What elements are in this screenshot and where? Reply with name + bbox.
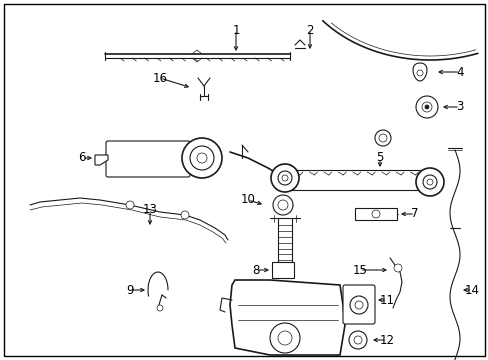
Text: 8: 8: [252, 264, 259, 276]
Text: 1: 1: [232, 23, 239, 36]
Text: 9: 9: [126, 284, 134, 297]
Circle shape: [126, 201, 134, 209]
Text: 7: 7: [410, 207, 418, 220]
Circle shape: [393, 264, 401, 272]
Text: 5: 5: [376, 152, 383, 165]
Circle shape: [374, 130, 390, 146]
Circle shape: [348, 331, 366, 349]
Circle shape: [415, 96, 437, 118]
Text: 6: 6: [78, 152, 85, 165]
Circle shape: [157, 305, 163, 311]
Text: 11: 11: [379, 293, 394, 306]
Text: 4: 4: [455, 66, 463, 78]
Circle shape: [197, 153, 206, 163]
Circle shape: [182, 138, 222, 178]
Bar: [271, 262, 293, 278]
FancyBboxPatch shape: [106, 141, 190, 177]
Polygon shape: [229, 280, 345, 355]
Circle shape: [270, 164, 298, 192]
Text: 12: 12: [379, 333, 394, 346]
Circle shape: [354, 301, 362, 309]
Text: 10: 10: [240, 193, 255, 207]
Circle shape: [181, 211, 189, 219]
Bar: [354, 208, 396, 220]
Bar: [285, 170, 434, 190]
Circle shape: [272, 195, 292, 215]
FancyBboxPatch shape: [342, 285, 374, 324]
Text: 16: 16: [152, 72, 167, 85]
Text: 15: 15: [352, 264, 366, 276]
Circle shape: [426, 179, 432, 185]
Polygon shape: [95, 155, 108, 165]
Polygon shape: [412, 63, 426, 81]
Text: 2: 2: [305, 23, 313, 36]
Circle shape: [282, 175, 287, 181]
Circle shape: [424, 105, 428, 109]
Text: 3: 3: [455, 100, 463, 113]
Text: 13: 13: [142, 203, 157, 216]
Circle shape: [415, 168, 443, 196]
Text: 14: 14: [464, 284, 479, 297]
